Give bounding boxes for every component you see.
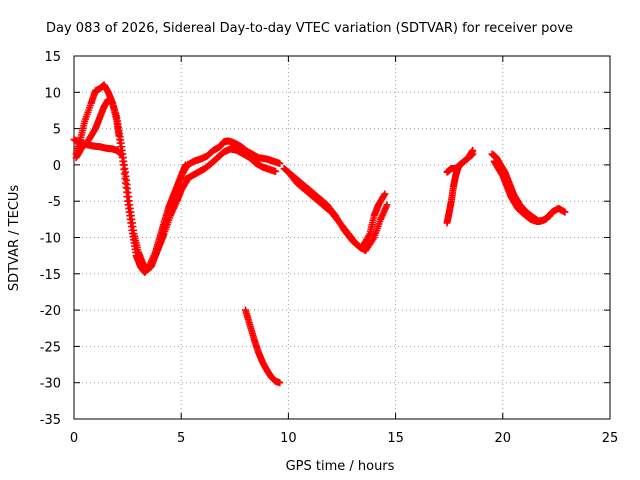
data-point-marker — [469, 150, 477, 158]
series-track-d — [242, 306, 284, 387]
data-point-marker — [561, 208, 569, 216]
y-tick-label: -10 — [40, 232, 61, 247]
y-tick-label: 5 — [53, 123, 61, 138]
series-track-c-lower — [284, 168, 391, 255]
y-tick-label: 10 — [44, 86, 61, 101]
x-tick-label: 10 — [280, 431, 297, 446]
data-point-marker — [272, 167, 280, 175]
x-tick-label: 25 — [602, 431, 619, 446]
y-tick-label: -30 — [40, 377, 61, 392]
series-track-f — [488, 150, 569, 226]
data-series — [70, 81, 569, 387]
data-point-marker — [380, 191, 388, 199]
x-axis-label: GPS time / hours — [286, 459, 395, 474]
series-track-b — [177, 137, 284, 180]
y-tick-label: 15 — [44, 50, 61, 65]
series-track-a-flat — [70, 135, 125, 158]
data-point-marker — [381, 190, 389, 198]
y-axis-label: SDTVAR / TECUs — [7, 185, 22, 292]
data-point-marker — [276, 159, 284, 167]
x-tick-label: 15 — [387, 431, 404, 446]
series-track-e-upper — [443, 150, 477, 176]
x-tick-labels: 0 5 10 15 20 25 — [70, 431, 618, 446]
chart-title: Day 083 of 2026, Sidereal Day-to-day VTE… — [46, 21, 573, 36]
data-point-marker — [276, 379, 284, 387]
series-track-a-top — [72, 81, 189, 276]
series-track-f-lower — [490, 157, 554, 226]
y-tick-label: 0 — [53, 159, 61, 174]
series-track-b-lower — [181, 145, 280, 183]
y-tick-label: -20 — [40, 304, 61, 319]
x-tick-label: 20 — [495, 431, 512, 446]
y-tick-label: -15 — [40, 268, 61, 283]
data-point-marker — [383, 201, 391, 209]
axis-ticks — [73, 55, 611, 420]
grid-lines — [74, 56, 610, 419]
y-tick-label: -35 — [40, 413, 61, 428]
data-point-marker — [117, 150, 125, 158]
x-tick-label: 0 — [70, 431, 78, 446]
y-tick-label: -5 — [48, 195, 61, 210]
x-tick-label: 5 — [177, 431, 185, 446]
data-point-marker — [546, 212, 554, 220]
series-track-a-mid — [72, 96, 192, 274]
y-tick-label: -25 — [40, 340, 61, 355]
y-tick-labels: -35 -30 -25 -20 -15 -10 -5 0 5 10 15 — [40, 50, 61, 428]
